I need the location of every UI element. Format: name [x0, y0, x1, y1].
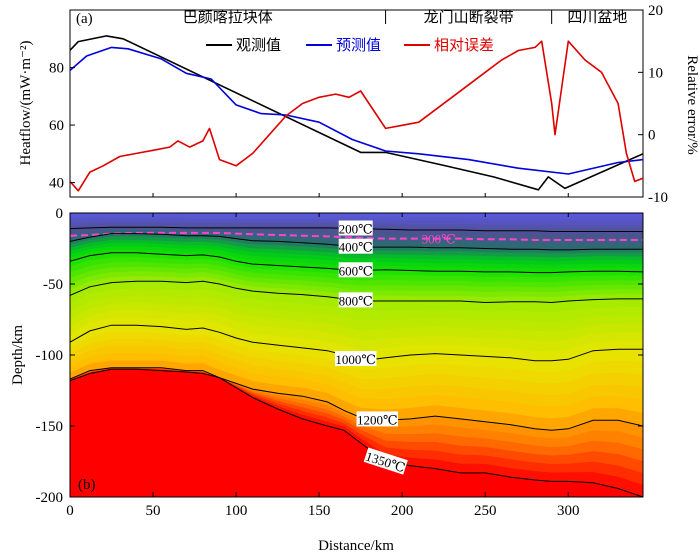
b-xtick-label-5: 250 [474, 503, 497, 519]
series-line-2 [70, 40, 643, 192]
right-tick-label-3: 20 [648, 3, 663, 19]
b-xtick-label-2: 100 [225, 503, 248, 519]
isotherm-line-6 [70, 367, 643, 431]
isotherm-label-group-3: 600℃ [339, 262, 373, 278]
panel-a-y2label: Relative error/% [684, 55, 700, 155]
panel-b-axes: 0 50 100 150 200 250 300 0 -50 -100 -150 -200 [36, 206, 643, 519]
panel-b-label: (b) [78, 477, 96, 493]
b-xtick-label-1: 50 [146, 503, 161, 519]
isotherm-label-3: 600℃ [339, 263, 373, 278]
isotherm-label-6: 1200℃ [357, 412, 398, 427]
right-tick-label-2: 10 [648, 65, 663, 81]
isotherm-label-bg-5 [334, 351, 377, 366]
isotherm-label-group-6: 1200℃ [356, 411, 399, 427]
panel-a-label: (a) [76, 11, 93, 27]
isotherm-label-group-2: 400℃ [338, 238, 373, 255]
right-tick-label-1: 0 [648, 128, 656, 144]
isotherm-label-1: 300℃ [422, 232, 456, 247]
legend-label-1: 预测值 [336, 36, 381, 54]
isotherm-label-2: 400℃ [339, 240, 373, 255]
isotherm-line-7 [70, 368, 643, 497]
region-label-2: 四川盆地 [567, 8, 627, 26]
panel-b-xlabel: Distance/km [318, 538, 394, 554]
isotherm-label-group-4: 800℃ [339, 292, 373, 308]
heatflow-series [70, 35, 643, 192]
panel-a-frame [69, 9, 644, 198]
isotherm-label-group-0: 200℃ [338, 220, 373, 237]
b-ytick-label-3: -150 [36, 419, 64, 435]
isotherm-label-group-1: 300℃ [422, 232, 456, 247]
isotherm-label-4: 800℃ [339, 293, 373, 308]
heatflow-panel: 巴颜喀拉块体 龙门山断裂带 四川盆地 40 60 80 -10 0 10 20 (a) 观测值 预… [18, 3, 700, 206]
isotherm-line-1 [70, 231, 643, 241]
isotherm-label-bg-6 [356, 411, 399, 427]
b-ytick-label-1: -50 [43, 277, 63, 293]
legend: 观测值 预测值 相对误差 [206, 36, 494, 54]
b-xtick-label-0: 0 [66, 503, 74, 519]
region-label-1: 龙门山断裂带 [424, 8, 514, 26]
legend-label-2: 相对误差 [434, 36, 494, 54]
left-tick-label-2: 80 [49, 61, 64, 77]
left-tick-label-0: 40 [49, 176, 64, 192]
isotherm-label-bg-3 [338, 262, 373, 278]
isotherm-label-group-5: 1000℃ [334, 351, 377, 367]
isotherm-label-bg-0 [338, 220, 373, 236]
region-boundaries: 巴颜喀拉块体 龙门山断裂带 四川盆地 [183, 8, 628, 26]
panel-a-axes: 40 60 80 -10 0 10 20 [49, 3, 668, 206]
series-line-1 [70, 46, 643, 175]
isotherm-label-bg-2 [338, 238, 373, 254]
panel-b-ylabel: Depth/km [10, 325, 26, 385]
b-ytick-label-0: 0 [56, 206, 64, 222]
b-xtick-label-6: 300 [557, 503, 580, 519]
left-tick-label-1: 60 [49, 118, 64, 134]
region-label-0: 巴颜喀拉块体 [183, 8, 273, 26]
isotherm-label-bg-4 [338, 292, 373, 308]
isotherm-label-0: 200℃ [339, 222, 373, 237]
isotherm-label-bg-7 [363, 447, 408, 475]
b-ytick-label-4: -200 [36, 490, 64, 506]
series-line-0 [70, 35, 643, 191]
isotherm-label-5: 1000℃ [335, 352, 376, 367]
legend-label-0: 观测值 [236, 36, 281, 54]
right-tick-label-0: -10 [648, 190, 668, 206]
b-xtick-label-4: 200 [391, 503, 414, 519]
b-ytick-label-2: -100 [36, 348, 64, 364]
panel-a-ylabel: Heatflow/(mW·m⁻²) [18, 41, 34, 166]
b-xtick-label-3: 150 [308, 503, 331, 519]
